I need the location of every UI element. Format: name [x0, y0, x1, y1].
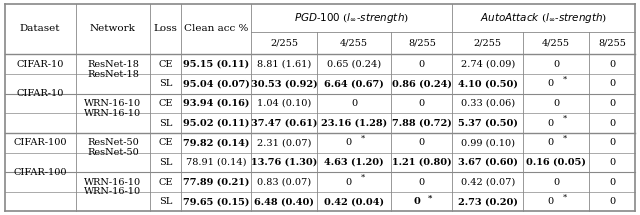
Text: Clean acc %: Clean acc %	[184, 25, 248, 34]
Text: 0: 0	[548, 138, 554, 147]
Text: *: *	[563, 193, 567, 201]
Text: 0.42 (0.04): 0.42 (0.04)	[324, 197, 384, 206]
Text: 4.63 (1.20): 4.63 (1.20)	[324, 158, 384, 167]
Text: 0: 0	[548, 119, 554, 128]
Text: 0: 0	[609, 119, 616, 128]
Text: 0: 0	[553, 60, 559, 69]
Text: ResNet-18: ResNet-18	[87, 60, 139, 69]
Text: Dataset: Dataset	[20, 25, 60, 34]
Text: *: *	[563, 75, 567, 84]
Text: 4/255: 4/255	[542, 39, 570, 48]
Text: $\it{AutoAttack}$ ($\it{l_\infty}$-$\it{strength}$): $\it{AutoAttack}$ ($\it{l_\infty}$-$\it{…	[480, 11, 607, 25]
Text: SL: SL	[159, 158, 172, 167]
Text: 77.89 (0.21): 77.89 (0.21)	[182, 178, 249, 187]
Text: Network: Network	[90, 25, 136, 34]
Text: 0: 0	[345, 178, 351, 187]
Text: WRN-16-10: WRN-16-10	[84, 187, 141, 196]
Text: 0: 0	[609, 79, 616, 88]
Text: 0: 0	[609, 60, 616, 69]
Text: *: *	[428, 193, 432, 201]
Text: 0.16 (0.05): 0.16 (0.05)	[526, 158, 586, 167]
Text: SL: SL	[159, 79, 172, 88]
Text: ResNet-50: ResNet-50	[87, 148, 139, 157]
Text: 0: 0	[609, 178, 616, 187]
Text: 79.82 (0.14): 79.82 (0.14)	[182, 138, 249, 147]
Text: 4.10 (0.50): 4.10 (0.50)	[458, 79, 518, 88]
Text: *: *	[563, 115, 567, 123]
Text: CIFAR-100: CIFAR-100	[13, 168, 67, 177]
Text: 2/255: 2/255	[270, 39, 298, 48]
Text: 1.21 (0.80): 1.21 (0.80)	[392, 158, 452, 167]
Text: 0: 0	[419, 138, 425, 147]
Text: 8.81 (1.61): 8.81 (1.61)	[257, 60, 311, 69]
Text: WRN-16-10: WRN-16-10	[84, 178, 141, 187]
Text: CE: CE	[158, 138, 173, 147]
Text: 0: 0	[609, 138, 616, 147]
Text: *: *	[361, 134, 365, 143]
Text: 2.73 (0.20): 2.73 (0.20)	[458, 197, 518, 206]
Text: ResNet-50: ResNet-50	[87, 138, 139, 147]
Text: 0: 0	[609, 158, 616, 167]
Text: WRN-16-10: WRN-16-10	[84, 99, 141, 108]
Text: 1.04 (0.10): 1.04 (0.10)	[257, 99, 311, 108]
Text: 8/255: 8/255	[598, 39, 627, 48]
Text: WRN-16-10: WRN-16-10	[84, 109, 141, 118]
Text: 0.65 (0.24): 0.65 (0.24)	[327, 60, 381, 69]
Text: *: *	[361, 174, 365, 182]
Text: 95.04 (0.07): 95.04 (0.07)	[182, 79, 249, 88]
Text: 0: 0	[548, 197, 554, 206]
Text: 4/255: 4/255	[340, 39, 368, 48]
Text: 2.31 (0.07): 2.31 (0.07)	[257, 138, 311, 147]
Text: 30.53 (0.92): 30.53 (0.92)	[251, 79, 317, 88]
Text: 0: 0	[548, 79, 554, 88]
Text: 13.76 (1.30): 13.76 (1.30)	[251, 158, 317, 167]
Text: CIFAR-10: CIFAR-10	[17, 60, 64, 69]
Text: 0: 0	[553, 178, 559, 187]
Text: 0.86 (0.24): 0.86 (0.24)	[392, 79, 452, 88]
Text: $\it{PGD}$-$\it{100}$ ($\it{l_\infty}$-$\it{strength}$): $\it{PGD}$-$\it{100}$ ($\it{l_\infty}$-$…	[294, 11, 409, 25]
Text: 3.67 (0.60): 3.67 (0.60)	[458, 158, 518, 167]
Text: 5.37 (0.50): 5.37 (0.50)	[458, 119, 518, 128]
Text: 0: 0	[345, 138, 351, 147]
Text: CE: CE	[158, 60, 173, 69]
Text: 0: 0	[419, 178, 425, 187]
Text: ResNet-18: ResNet-18	[87, 70, 139, 78]
Text: 0.42 (0.07): 0.42 (0.07)	[461, 178, 515, 187]
Text: SL: SL	[159, 197, 172, 206]
Text: 2.74 (0.09): 2.74 (0.09)	[461, 60, 515, 69]
Text: 8/255: 8/255	[408, 39, 436, 48]
Text: 7.88 (0.72): 7.88 (0.72)	[392, 119, 452, 128]
Text: Loss: Loss	[154, 25, 177, 34]
Text: 0.99 (0.10): 0.99 (0.10)	[461, 138, 515, 147]
Text: CIFAR-10: CIFAR-10	[17, 89, 64, 98]
Text: 79.65 (0.15): 79.65 (0.15)	[182, 197, 249, 206]
Text: SL: SL	[159, 119, 172, 128]
Text: 0: 0	[419, 60, 425, 69]
Text: 0: 0	[609, 99, 616, 108]
Text: 6.64 (0.67): 6.64 (0.67)	[324, 79, 384, 88]
Text: 0.33 (0.06): 0.33 (0.06)	[461, 99, 515, 108]
Text: 95.02 (0.11): 95.02 (0.11)	[182, 119, 249, 128]
Text: 0: 0	[553, 99, 559, 108]
Text: 0: 0	[419, 99, 425, 108]
Text: 37.47 (0.61): 37.47 (0.61)	[251, 119, 317, 128]
Text: CE: CE	[158, 178, 173, 187]
Text: *: *	[563, 134, 567, 143]
Text: 93.94 (0.16): 93.94 (0.16)	[182, 99, 249, 108]
Text: 78.91 (0.14): 78.91 (0.14)	[186, 158, 246, 167]
Text: 6.48 (0.40): 6.48 (0.40)	[254, 197, 314, 206]
Text: 0.83 (0.07): 0.83 (0.07)	[257, 178, 311, 187]
Text: 0: 0	[609, 197, 616, 206]
Text: 23.16 (1.28): 23.16 (1.28)	[321, 119, 387, 128]
Text: 0: 0	[351, 99, 357, 108]
Text: 2/255: 2/255	[474, 39, 502, 48]
Text: CIFAR-100: CIFAR-100	[13, 138, 67, 147]
Text: 0: 0	[413, 197, 420, 206]
Text: 95.15 (0.11): 95.15 (0.11)	[183, 60, 249, 69]
Text: CE: CE	[158, 99, 173, 108]
